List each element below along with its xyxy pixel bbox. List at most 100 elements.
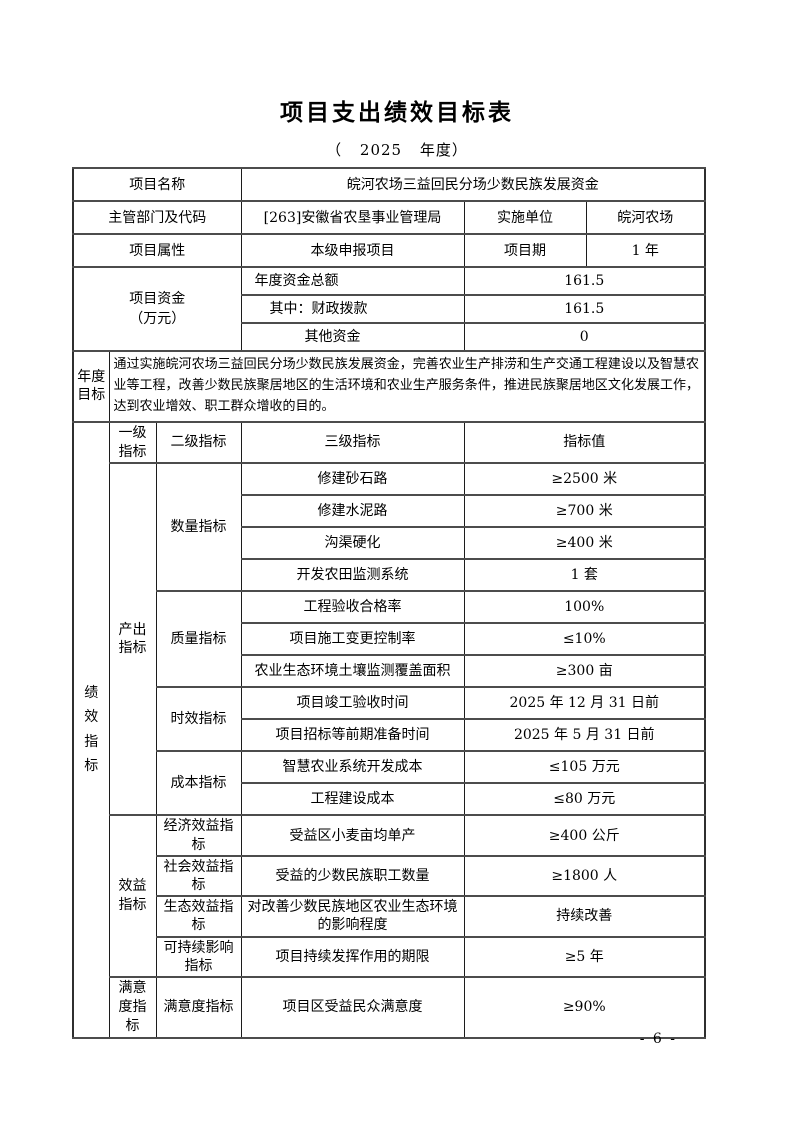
value-cell: ≥400 公斤	[463, 814, 706, 857]
l2-group-satisfaction: 满意度指标	[155, 975, 242, 1039]
value-cell: ≥700 米	[463, 494, 706, 529]
l3-cell: 修建水泥路	[240, 494, 465, 529]
table-row: 其中：财政拨款 161.5	[73, 294, 706, 325]
funds-label-line2: （万元）	[129, 311, 186, 328]
table-row: 满意度指标 满意度指标 项目区受益民众满意度 ≥90%	[73, 975, 706, 1039]
l3-cell: 智慧农业系统开发成本	[240, 750, 465, 785]
l3-cell: 沟渠硬化	[240, 526, 465, 561]
l3-cell: 对改善少数民族地区农业生态环境的影响程度	[240, 895, 465, 938]
l2-group-social: 社会效益指标	[155, 854, 242, 898]
table-row: 工程建设成本 ≤80 万元	[73, 782, 706, 817]
funds-row-value: 0	[463, 322, 706, 353]
l1-group-benefit-text: 效益指标	[118, 878, 147, 914]
table-row: 时效指标 项目竣工验收时间 2025 年 12 月 31 日前	[73, 686, 706, 753]
table-row: 农业生态环境土壤监测覆盖面积 ≥300 亩	[73, 654, 706, 689]
funds-row-value: 161.5	[463, 294, 706, 325]
value-cell: ≥5 年	[463, 935, 706, 978]
table-row: 生态效益指标 对改善少数民族地区农业生态环境的影响程度 持续改善	[73, 895, 706, 938]
table-row: 项目属性 本级申报项目 项目期 1 年	[72, 233, 706, 269]
page-number: - 6 -	[639, 1031, 677, 1047]
funds-row-value: 161.5	[463, 266, 706, 297]
report-year-subtitle: （ 2025 年度）	[326, 141, 468, 160]
table-row: 项目资金 （万元） 年度资金总额 161.5	[72, 266, 706, 353]
value-cell: ≤10%	[463, 622, 706, 657]
header-value: 指标值	[463, 420, 706, 465]
l2-group-economic: 经济效益指标	[155, 814, 242, 857]
l3-cell: 项目持续发挥作用的期限	[240, 935, 465, 978]
annual-goal-label: 年度目标	[72, 350, 110, 423]
table-row: 质量指标 工程验收合格率 100%	[73, 590, 706, 689]
l2-group-quantity: 数量指标	[155, 462, 242, 593]
header-l1-text: 一级指标	[118, 424, 147, 460]
l3-cell: 开发农田监测系统	[240, 558, 465, 593]
header-l3: 三级指标	[240, 420, 465, 465]
performance-target-table: 项目名称 皖河农场三益回民分场少数民族发展资金 主管部门及代码 [263]安徽省…	[72, 167, 707, 1039]
impl-unit-value: 皖河农场	[585, 200, 706, 236]
table-row: 绩效指标 一级指标 二级指标 三级指标 指标值	[72, 420, 706, 1039]
table-row: 效益指标 经济效益指标 受益区小麦亩均单产 ≥400 公斤	[73, 814, 706, 978]
value-cell: 2025 年 12 月 31 日前	[463, 686, 706, 721]
attr-label: 项目属性	[72, 233, 242, 269]
l3-cell: 农业生态环境土壤监测覆盖面积	[240, 654, 465, 689]
annual-goal-text: 通过实施皖河农场三益回民分场少数民族发展资金，完善农业生产排涝和生产交通工程建设…	[108, 350, 706, 423]
perf-side-label: 绩效指标	[72, 420, 110, 1039]
l2-group-quality: 质量指标	[155, 590, 242, 689]
dept-value: [263]安徽省农垦事业管理局	[240, 200, 465, 236]
project-name-value: 皖河农场三益回民分场少数民族发展资金	[240, 167, 706, 203]
page-title: 项目支出绩效目标表	[280, 100, 514, 126]
l2-group-sustain: 可持续影响指标	[155, 935, 242, 978]
value-cell: ≤105 万元	[463, 750, 706, 785]
l3-cell: 受益的少数民族职工数量	[240, 854, 465, 898]
l2-group-cost: 成本指标	[155, 750, 242, 817]
value-cell: ≤80 万元	[463, 782, 706, 817]
funds-row-name: 其中：财政拨款	[240, 294, 465, 325]
funds-label: 项目资金 （万元）	[72, 266, 242, 353]
dept-label: 主管部门及代码	[72, 200, 242, 236]
table-row: 开发农田监测系统 1 套	[73, 558, 706, 593]
l1-group-output: 产出指标	[108, 462, 157, 817]
value-cell: ≥1800 人	[463, 854, 706, 898]
l3-cell: 修建砂石路	[240, 462, 465, 497]
l1-group-output-text: 产出指标	[118, 621, 147, 657]
table-row: 社会效益指标 受益的少数民族职工数量 ≥1800 人	[73, 854, 706, 898]
value-cell: 持续改善	[463, 895, 706, 938]
value-cell: ≥2500 米	[463, 462, 706, 497]
l3-cell: 项目竣工验收时间	[240, 686, 465, 721]
l3-cell: 项目招标等前期准备时间	[240, 718, 465, 753]
table-row: 项目施工变更控制率 ≤10%	[73, 622, 706, 657]
table-row: 主管部门及代码 [263]安徽省农垦事业管理局 实施单位 皖河农场	[72, 200, 706, 236]
value-cell: ≥300 亩	[463, 654, 706, 689]
l1-group-benefit: 效益指标	[108, 814, 157, 978]
project-name-label: 项目名称	[72, 167, 242, 203]
header-l2: 二级指标	[155, 420, 242, 465]
perf-side-label-text: 绩效指标	[84, 684, 99, 775]
period-value: 1 年	[585, 233, 706, 269]
l2-group-timeliness: 时效指标	[155, 686, 242, 753]
l2-group-ecological: 生态效益指标	[155, 895, 242, 938]
table-row: 其他资金 0	[73, 322, 706, 353]
value-cell: 2025 年 5 月 31 日前	[463, 718, 706, 753]
l3-cell: 项目区受益民众满意度	[240, 975, 465, 1039]
l1-group-satisfaction: 满意度指标	[108, 975, 157, 1039]
attr-value: 本级申报项目	[240, 233, 465, 269]
value-cell: ≥400 米	[463, 526, 706, 561]
l3-cell: 受益区小麦亩均单产	[240, 814, 465, 857]
l1-group-satisfaction-text: 满意度指标	[118, 979, 147, 1034]
table-row: 成本指标 智慧农业系统开发成本 ≤105 万元	[73, 750, 706, 817]
value-cell: 100%	[463, 590, 706, 625]
funds-row-name: 年度资金总额	[240, 266, 465, 297]
header-l1: 一级指标	[108, 420, 157, 465]
table-row: 修建水泥路 ≥700 米	[73, 494, 706, 529]
table-row: 项目招标等前期准备时间 2025 年 5 月 31 日前	[73, 718, 706, 753]
value-cell: ≥90%	[463, 975, 706, 1039]
l3-cell: 工程验收合格率	[240, 590, 465, 625]
l3-cell: 工程建设成本	[240, 782, 465, 817]
value-cell: 1 套	[463, 558, 706, 593]
table-row: 年度目标 通过实施皖河农场三益回民分场少数民族发展资金，完善农业生产排涝和生产交…	[72, 350, 706, 423]
table-row: 产出指标 数量指标 修建砂石路 ≥2500 米	[73, 462, 706, 817]
table-row: 可持续影响指标 项目持续发挥作用的期限 ≥5 年	[73, 935, 706, 978]
period-label: 项目期	[463, 233, 587, 269]
table-row: 沟渠硬化 ≥400 米	[73, 526, 706, 561]
l3-cell: 项目施工变更控制率	[240, 622, 465, 657]
funds-row-name: 其他资金	[240, 322, 465, 353]
